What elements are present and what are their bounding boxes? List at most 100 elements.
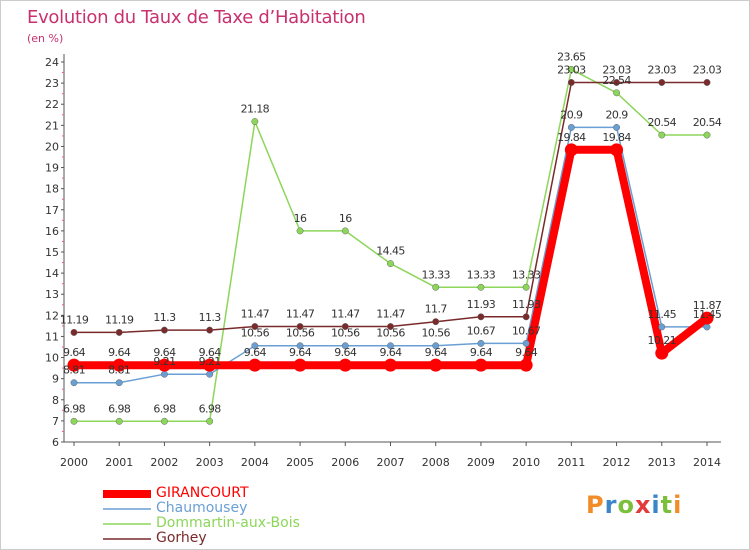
y-tick-label: 6	[52, 436, 59, 449]
data-point	[206, 326, 214, 334]
data-label: 10.56	[376, 327, 405, 340]
y-tick-label: 17	[45, 204, 59, 217]
data-label: 10.56	[421, 327, 450, 340]
data-label: 9.64	[470, 346, 493, 359]
x-tick-label: 2001	[105, 456, 133, 469]
y-tick-label: 15	[45, 246, 59, 259]
data-label: 13.33	[421, 268, 450, 281]
data-label: 11.87	[693, 299, 722, 312]
data-label: 9.64	[108, 346, 131, 359]
data-label: 6.98	[199, 402, 222, 415]
data-label: 9.64	[425, 346, 448, 359]
data-label: 20.54	[693, 116, 722, 129]
y-tick-label: 16	[45, 225, 59, 238]
x-tick-label: 2006	[331, 456, 359, 469]
data-point	[70, 379, 78, 387]
data-label: 9.64	[289, 346, 312, 359]
y-tick-label: 24	[45, 56, 59, 69]
data-label: 9.64	[199, 346, 222, 359]
data-label: 10.56	[331, 327, 360, 340]
data-point	[251, 342, 259, 350]
logo-letter: i	[673, 491, 683, 519]
y-tick-label: 14	[45, 267, 59, 280]
x-tick-label: 2005	[286, 456, 314, 469]
y-tick-label: 12	[45, 309, 59, 322]
data-label: 10.67	[512, 324, 541, 337]
data-label: 10.21	[648, 334, 677, 347]
data-point	[70, 328, 78, 336]
data-label: 20.54	[648, 116, 677, 129]
proxiti-logo: Proxiti	[586, 491, 682, 519]
x-tick-label: 2002	[150, 456, 178, 469]
data-label: 6.98	[153, 402, 176, 415]
data-point	[387, 260, 394, 268]
data-point	[384, 358, 397, 372]
data-point	[203, 358, 217, 372]
legend-label: Gorhey	[156, 530, 207, 546]
y-tick-label: 7	[52, 415, 59, 428]
data-label: 9.64	[153, 346, 176, 359]
data-point	[655, 346, 669, 360]
data-point	[341, 323, 349, 330]
data-point	[658, 131, 666, 139]
data-label: 11.45	[693, 308, 722, 321]
x-tick-label: 2008	[422, 456, 450, 469]
x-tick-label: 2011	[557, 456, 585, 469]
x-tick-label: 2013	[648, 456, 676, 469]
y-tick-label: 10	[45, 352, 59, 365]
legend-swatches	[103, 490, 151, 540]
data-point	[522, 313, 530, 321]
data-label: 9.21	[153, 355, 175, 368]
data-label: 8.81	[108, 364, 130, 377]
data-label: 9.21	[199, 355, 221, 368]
data-label: 10.67	[467, 324, 496, 337]
data-point	[658, 323, 666, 331]
logo-letter: i	[651, 491, 661, 519]
y-tick-label: 21	[45, 119, 59, 132]
x-tick-label: 2007	[377, 456, 405, 469]
data-point	[251, 323, 259, 330]
data-label: 6.98	[108, 402, 131, 415]
data-label: 19.84	[557, 131, 586, 144]
x-tick-label: 2000	[60, 456, 88, 469]
data-point	[474, 358, 488, 372]
data-point	[658, 79, 666, 86]
data-label: 11.47	[331, 308, 360, 321]
x-tick-label: 2014	[693, 456, 721, 469]
data-point	[519, 358, 533, 372]
data-label: 6.98	[63, 402, 86, 415]
logo-letter: t	[660, 491, 674, 519]
data-label: 16	[339, 212, 352, 225]
logo-letter: o	[617, 491, 635, 519]
data-point	[567, 65, 575, 73]
logo-letter: P	[586, 491, 605, 519]
data-point	[115, 379, 123, 387]
data-point	[206, 370, 214, 378]
data-point	[477, 313, 485, 321]
data-point	[338, 358, 352, 372]
data-label: 22.54	[602, 74, 631, 87]
data-label: 9.64	[379, 346, 402, 359]
y-tick-label: 19	[45, 162, 59, 175]
data-point	[67, 358, 81, 372]
data-label: 23.03	[693, 63, 722, 76]
data-label: 11.3	[153, 311, 176, 324]
data-label: 11.7	[425, 303, 448, 316]
data-point	[610, 143, 624, 157]
chart-subtitle: (en %)	[27, 32, 64, 45]
data-label: 11.3	[199, 311, 222, 324]
data-point	[248, 358, 262, 372]
y-tick-label: 11	[45, 330, 59, 343]
data-point	[432, 283, 440, 291]
data-point	[115, 417, 123, 425]
data-point	[522, 283, 530, 291]
legend-label: Dommartin-aux-Bois	[156, 515, 300, 531]
data-label: 9.64	[244, 346, 267, 359]
x-tick-label: 2012	[603, 456, 631, 469]
data-label: 9.64	[63, 346, 86, 359]
data-point	[157, 358, 171, 372]
data-label: 13.33	[512, 268, 541, 281]
data-point	[432, 318, 440, 326]
x-tick-label: 2004	[241, 456, 269, 469]
